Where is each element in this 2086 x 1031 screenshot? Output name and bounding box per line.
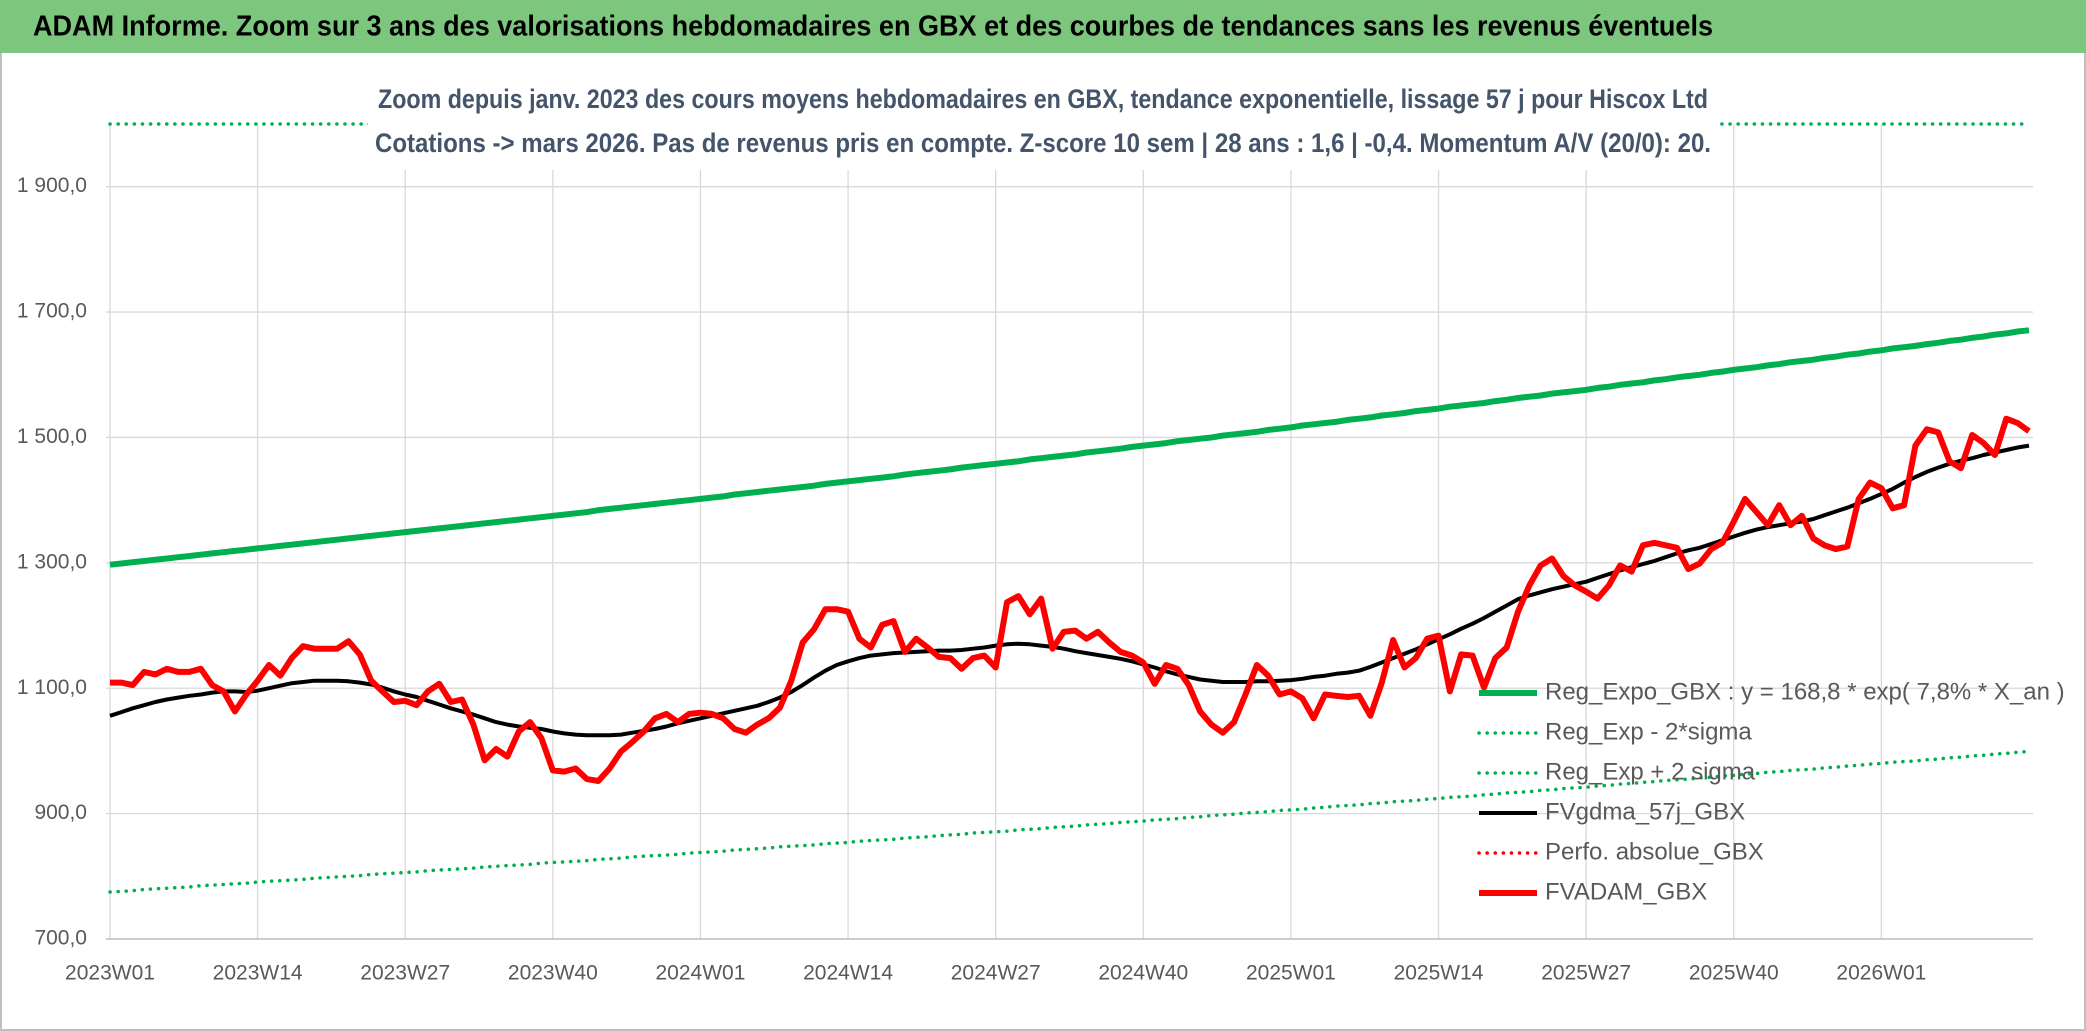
x-tick-label: 2023W40 xyxy=(508,962,598,985)
chart-title: ADAM Informe. Zoom sur 3 ans des valoris… xyxy=(33,11,1713,43)
y-tick-label: 1 500,0 xyxy=(17,425,87,448)
plot-area: 700,0 900,0 1 100,0 1 300,0 1 500,0 1 700,0 1 … xyxy=(17,122,2033,985)
x-tick-label: 2025W27 xyxy=(1541,962,1631,985)
x-tick-label: 2024W14 xyxy=(803,962,893,985)
y-tick-label: 1 100,0 xyxy=(17,676,87,699)
x-tick-label: 2026W01 xyxy=(1836,962,1926,985)
legend-label: FVgdma_57j_GBX xyxy=(1545,798,1745,825)
subtitle: Cotations -> mars 2026. Pas de revenus p… xyxy=(375,128,1711,158)
series-line xyxy=(110,415,2031,784)
legend-label: Perfo. absolue_GBX xyxy=(1545,838,1764,865)
series-line xyxy=(109,443,2030,738)
subtitle: Zoom depuis janv. 2023 des cours moyens … xyxy=(378,84,1708,114)
legend-label: Reg_Expo_GBX : y = 168,8 * exp( 7,8% * X… xyxy=(1545,678,2065,705)
x-tick-label: 2025W40 xyxy=(1689,962,1779,985)
legend: Reg_Expo_GBX : y = 168,8 * exp( 7,8% * X… xyxy=(1477,678,2065,905)
subtitle-box xyxy=(368,78,1718,170)
x-tick-label: 2024W27 xyxy=(951,962,1041,985)
x-tick-label: 2023W14 xyxy=(213,962,303,985)
x-tick-label: 2025W14 xyxy=(1394,962,1484,985)
y-tick-label: 1 900,0 xyxy=(17,174,87,197)
title-bar xyxy=(0,0,2086,53)
x-tick-label: 2024W01 xyxy=(656,962,746,985)
x-tick-label: 2023W01 xyxy=(65,962,155,985)
y-tick-label: 900,0 xyxy=(34,801,87,824)
series-line xyxy=(109,327,2030,568)
y-tick-label: 1 700,0 xyxy=(17,300,87,323)
x-tick-label: 2023W27 xyxy=(360,962,450,985)
series-line xyxy=(108,749,2031,894)
legend-label: FVADAM_GBX xyxy=(1545,878,1707,905)
y-tick-label: 1 300,0 xyxy=(17,550,87,573)
y-tick-label: 700,0 xyxy=(34,927,87,950)
legend-label: Reg_Exp + 2 sigma xyxy=(1545,758,1756,785)
legend-label: Reg_Exp - 2*sigma xyxy=(1545,718,1752,745)
x-tick-label: 2024W40 xyxy=(1098,962,1188,985)
x-tick-label: 2025W01 xyxy=(1246,962,1336,985)
